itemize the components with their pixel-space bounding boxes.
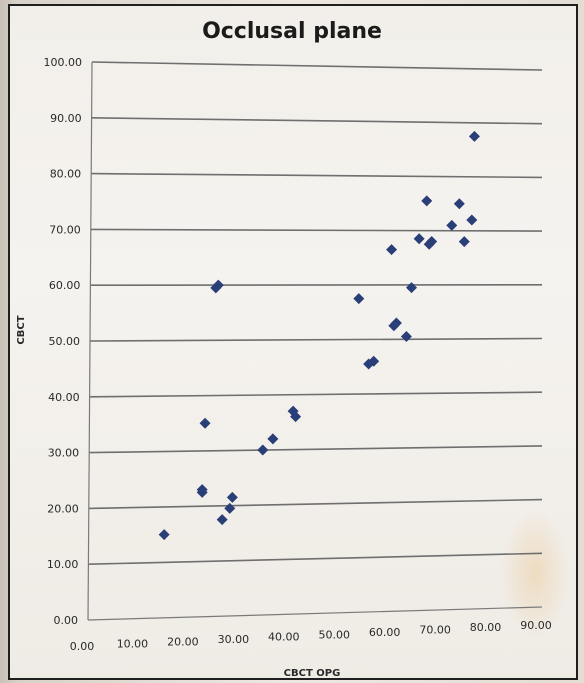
y-tick-label: 90.00 <box>50 112 82 125</box>
x-tick-label: 40.00 <box>268 631 300 644</box>
data-point <box>390 317 402 329</box>
data-point <box>267 433 279 445</box>
x-tick-label: 60.00 <box>369 626 401 639</box>
y-tick-label: 20.00 <box>47 502 79 515</box>
data-point <box>421 195 433 207</box>
x-tick-labels: 0.00 10.00 20.00 30.00 40.00 50.00 60.00 70.00 8… <box>70 619 552 653</box>
y-tick-label: 80.00 <box>50 168 82 181</box>
gridline <box>91 61 543 71</box>
x-axis-label: CBCT OPG <box>284 668 341 679</box>
gridline <box>90 228 543 232</box>
data-point <box>226 491 238 503</box>
data-point <box>400 331 412 343</box>
y-axis-line <box>87 61 93 621</box>
data-points <box>158 130 480 541</box>
x-tick-label: 70.00 <box>419 624 451 637</box>
y-tick-label: 70.00 <box>49 223 81 236</box>
gridlines <box>87 61 543 621</box>
y-tick-label: 0.00 <box>54 614 79 627</box>
gridline <box>87 606 543 621</box>
data-point <box>458 236 470 248</box>
x-tick-label: 50.00 <box>318 628 350 641</box>
gridline <box>91 172 543 179</box>
data-point <box>353 293 365 305</box>
data-point <box>468 130 480 142</box>
x-tick-label: 80.00 <box>470 621 502 634</box>
gridline <box>89 445 543 454</box>
x-tick-label: 20.00 <box>167 635 199 648</box>
data-point <box>216 514 228 526</box>
y-tick-label: 100.00 <box>44 56 83 69</box>
data-point <box>386 244 398 256</box>
x-tick-label: 90.00 <box>520 619 552 632</box>
paper-stain <box>500 508 570 638</box>
data-point <box>446 219 458 231</box>
x-tick-label: 0.00 <box>70 640 95 653</box>
data-point <box>257 444 269 456</box>
gridline <box>88 552 543 565</box>
y-tick-label: 10.00 <box>47 558 79 571</box>
data-point <box>466 214 478 226</box>
y-tick-label: 50.00 <box>49 335 81 348</box>
x-tick-label: 10.00 <box>117 638 149 651</box>
gridline <box>88 498 543 510</box>
data-point <box>453 198 465 210</box>
chart-sheet <box>8 4 578 680</box>
data-point <box>199 417 211 429</box>
y-tick-labels: 0.00 10.00 20.00 30.00 40.00 50.00 60.00 70.00 8… <box>44 56 83 627</box>
gridline <box>89 337 543 342</box>
gridline <box>91 117 543 125</box>
y-tick-label: 40.00 <box>48 391 80 404</box>
data-point <box>413 233 425 245</box>
data-point <box>224 502 236 514</box>
y-tick-label: 30.00 <box>48 447 80 460</box>
data-point <box>426 236 438 248</box>
x-tick-label: 30.00 <box>218 633 250 646</box>
data-point <box>290 411 302 423</box>
gridline <box>89 391 543 398</box>
data-point <box>196 484 208 496</box>
y-axis-label: CBCT <box>16 315 27 344</box>
y-tick-label: 60.00 <box>49 279 81 292</box>
chart-title: Occlusal plane <box>202 19 382 44</box>
data-point <box>158 529 170 541</box>
data-point <box>406 282 418 294</box>
data-point <box>368 355 380 367</box>
data-point <box>212 279 224 291</box>
